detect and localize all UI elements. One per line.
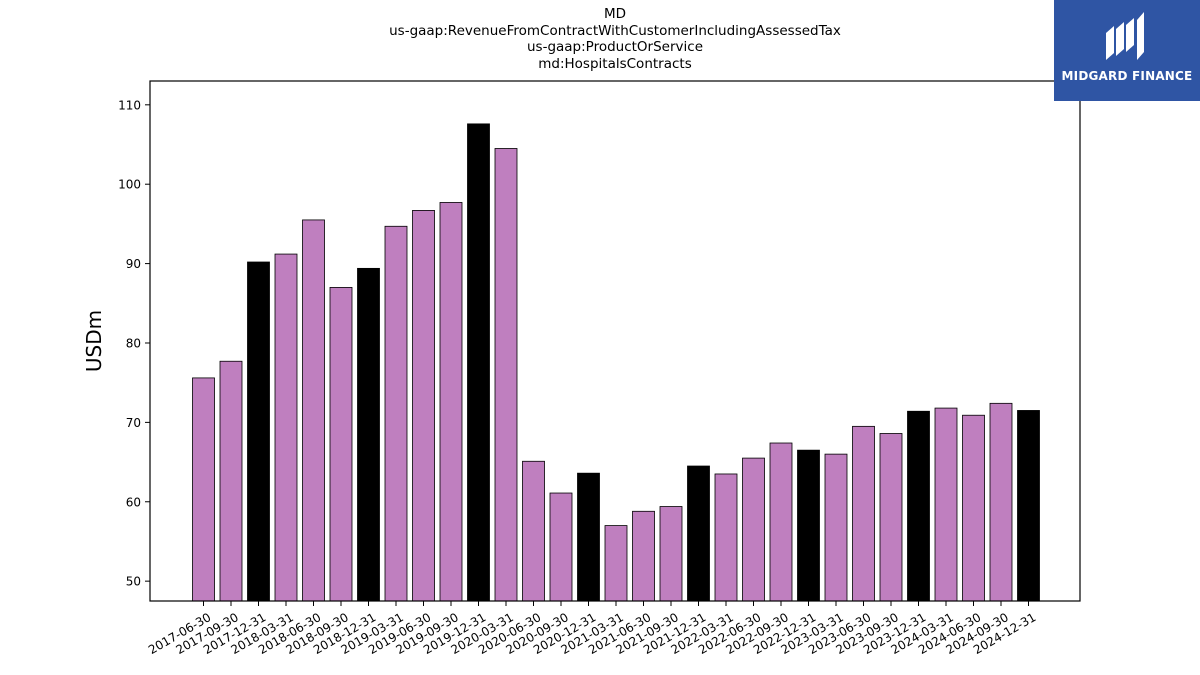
bar-2017-12-31 bbox=[247, 261, 270, 602]
y-tick-label: 100 bbox=[118, 178, 141, 192]
bar-2020-09-30 bbox=[549, 492, 573, 602]
brand-logo: MIDGARD FINANCE bbox=[1054, 0, 1200, 101]
bar-2024-03-31 bbox=[934, 407, 958, 602]
bar-2019-06-30 bbox=[412, 210, 435, 602]
bar-2021-03-31 bbox=[604, 525, 628, 602]
bar-2022-12-31 bbox=[797, 449, 820, 602]
y-tick-label: 60 bbox=[126, 495, 141, 509]
bar-2022-03-31 bbox=[714, 473, 738, 602]
y-tick-label: 90 bbox=[126, 257, 141, 271]
bar-2017-09-30 bbox=[219, 360, 243, 602]
title-line-2: us-gaap:RevenueFromContractWithCustomerI… bbox=[389, 22, 841, 39]
x-axis: 2017-06-302017-09-302017-12-312018-03-31… bbox=[146, 601, 1038, 657]
bar-2018-09-30 bbox=[329, 287, 353, 602]
title-line-4: md:HospitalsContracts bbox=[538, 55, 692, 72]
bar-2018-12-31 bbox=[357, 267, 380, 602]
chart-title: MD us-gaap:RevenueFromContractWithCustom… bbox=[150, 6, 1080, 72]
logo-text: MIDGARD FINANCE bbox=[1061, 69, 1193, 83]
title-line-3: us-gaap:ProductOrService bbox=[526, 39, 704, 55]
bar-2024-09-30 bbox=[989, 402, 1013, 602]
plot-frame bbox=[149, 80, 1081, 602]
bar-2019-09-30 bbox=[439, 202, 463, 602]
bar-2024-06-30 bbox=[962, 414, 985, 602]
bar-2019-03-31 bbox=[384, 225, 408, 602]
bar-2020-03-31 bbox=[494, 148, 518, 602]
y-axis: 50 60 70 80 90 100 110 bbox=[118, 98, 150, 589]
bar-2023-12-31 bbox=[907, 410, 930, 602]
bar-2021-06-30 bbox=[632, 510, 655, 602]
bar-2022-09-30 bbox=[769, 442, 793, 602]
bar-2023-03-31 bbox=[824, 453, 848, 602]
y-axis-label: USDm bbox=[82, 310, 106, 372]
bar-2022-06-30 bbox=[742, 457, 765, 602]
bar-2017-06-30 bbox=[192, 377, 215, 602]
bar-2020-06-30 bbox=[522, 460, 545, 602]
y-tick-label: 110 bbox=[118, 98, 141, 112]
bar-2018-06-30 bbox=[302, 219, 325, 602]
y-tick-label: 50 bbox=[126, 575, 141, 589]
bar-2018-03-31 bbox=[274, 253, 298, 602]
bar-2024-12-31 bbox=[1017, 410, 1040, 602]
bar-2019-12-31 bbox=[467, 123, 490, 602]
logo-mark-icon bbox=[1106, 12, 1144, 60]
y-tick-label: 70 bbox=[126, 416, 141, 430]
bar-2021-12-31 bbox=[687, 465, 710, 602]
bar-2020-12-31 bbox=[577, 472, 600, 602]
bars-group bbox=[192, 123, 1040, 602]
y-tick-label: 80 bbox=[126, 336, 141, 350]
bar-2021-09-30 bbox=[659, 506, 683, 602]
bar-2023-06-30 bbox=[852, 425, 875, 602]
title-line-1: MD bbox=[603, 6, 627, 22]
bar-2023-09-30 bbox=[879, 433, 903, 602]
